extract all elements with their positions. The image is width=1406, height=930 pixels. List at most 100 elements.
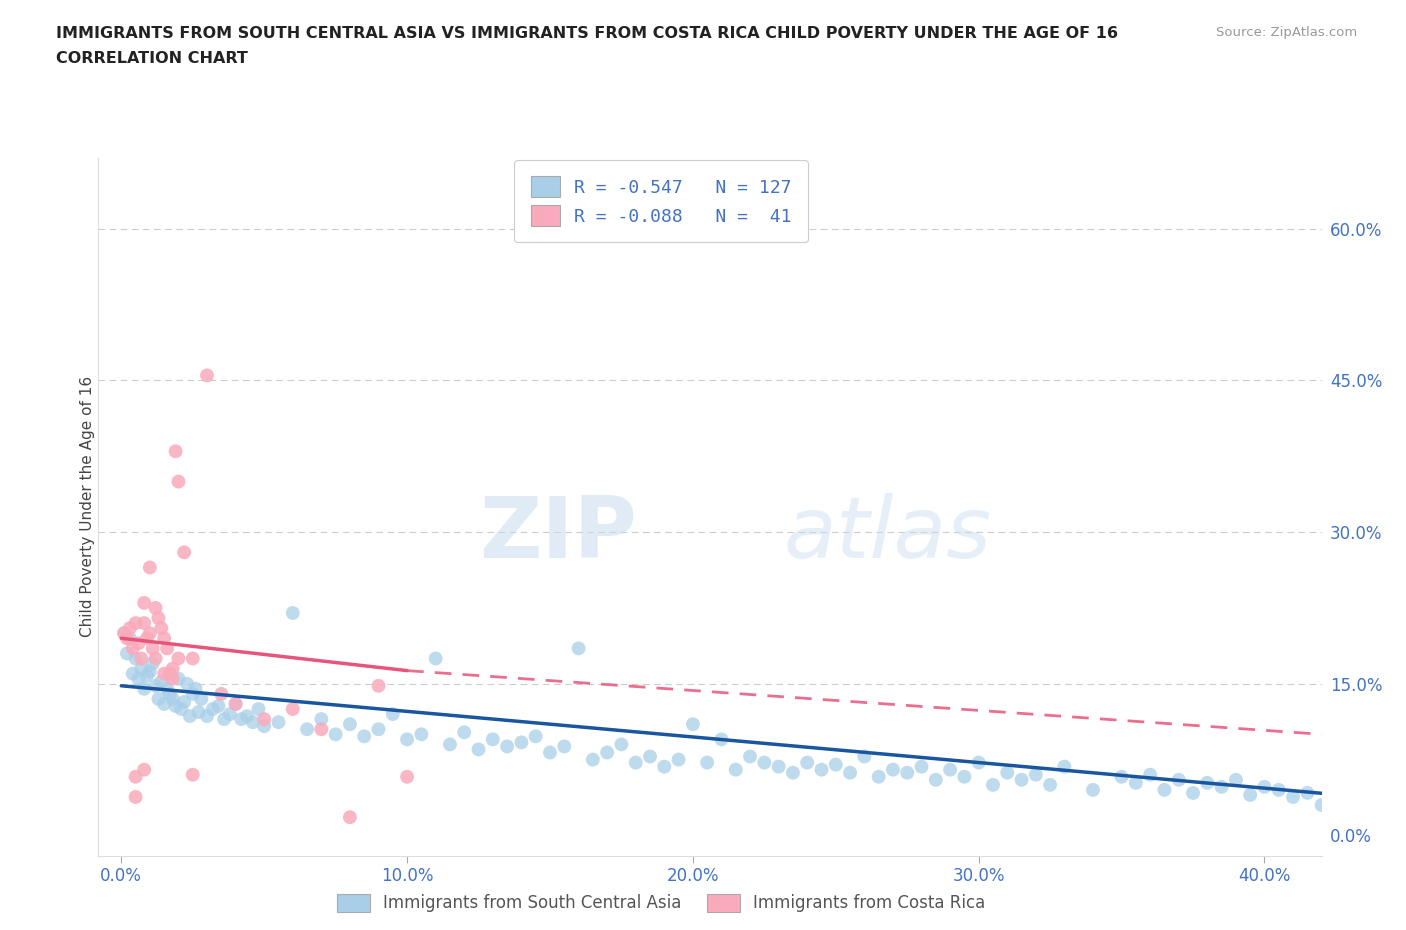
Point [311,711,333,726]
Point [165,444,187,458]
Point [145,651,167,666]
Point [638,749,661,764]
Point [201,701,224,716]
Point [1197,776,1219,790]
Point [396,769,419,784]
Point [1081,782,1104,797]
Point [148,692,170,707]
Point [1382,798,1405,813]
Point [1324,790,1347,804]
Point [467,742,489,757]
Point [367,722,389,737]
Point [553,739,575,754]
Point [121,666,143,681]
Point [167,474,190,489]
Text: CORRELATION CHART: CORRELATION CHART [56,51,247,66]
Point [453,724,475,739]
Point [162,661,184,676]
Point [738,749,761,764]
Point [181,686,204,701]
Point [339,810,361,825]
Point [381,707,404,722]
Point [682,717,704,732]
Point [139,626,162,641]
Point [652,759,675,774]
Point [115,631,138,645]
Point [824,757,846,772]
Point [209,686,232,701]
Point [179,709,201,724]
Point [236,709,259,724]
Point [167,651,190,666]
Point [142,641,165,656]
Point [910,759,932,774]
Point [510,735,533,750]
Point [482,732,505,747]
Point [156,682,179,697]
Point [195,709,218,724]
Point [153,697,176,711]
Point [124,651,146,666]
Point [162,671,184,686]
Point [1396,805,1406,820]
Point [1182,786,1205,801]
Point [127,636,149,651]
Point [242,715,264,730]
Point [696,755,718,770]
Point [1053,759,1076,774]
Point [118,620,141,635]
Point [882,763,904,777]
Point [156,641,179,656]
Point [396,732,419,747]
Point [124,616,146,631]
Point [150,620,173,635]
Point [148,611,170,626]
Point [181,651,204,666]
Point [127,671,149,686]
Point [567,641,589,656]
Point [134,616,156,631]
Point [796,755,818,770]
Point [668,752,690,767]
Point [1025,767,1047,782]
Point [524,729,547,744]
Point [170,701,193,716]
Point [353,729,375,744]
Point [1253,779,1275,794]
Point [207,698,229,713]
Text: ZIP: ZIP [479,493,637,577]
Point [710,732,733,747]
Point [967,755,990,770]
Point [190,692,212,707]
Point [115,646,138,661]
Point [129,651,152,666]
Point [212,711,235,726]
Point [195,368,218,383]
Point [167,671,190,686]
Point [1268,782,1291,797]
Point [136,669,159,684]
Point [219,707,242,722]
Point [184,682,207,697]
Point [1111,769,1133,784]
Point [129,661,152,676]
Point [925,772,948,787]
Point [225,697,247,711]
Point [225,697,247,711]
Point [247,701,270,716]
Point [496,739,519,754]
Point [142,656,165,671]
Point [1153,782,1175,797]
Point [1225,772,1247,787]
Point [1039,777,1062,792]
Point [139,560,162,575]
Point [754,755,776,770]
Text: Source: ZipAtlas.com: Source: ZipAtlas.com [1216,26,1357,39]
Point [339,717,361,732]
Point [1310,798,1333,813]
Point [868,769,890,784]
Point [853,749,876,764]
Point [145,601,167,616]
Point [124,790,146,804]
Point [981,777,1004,792]
